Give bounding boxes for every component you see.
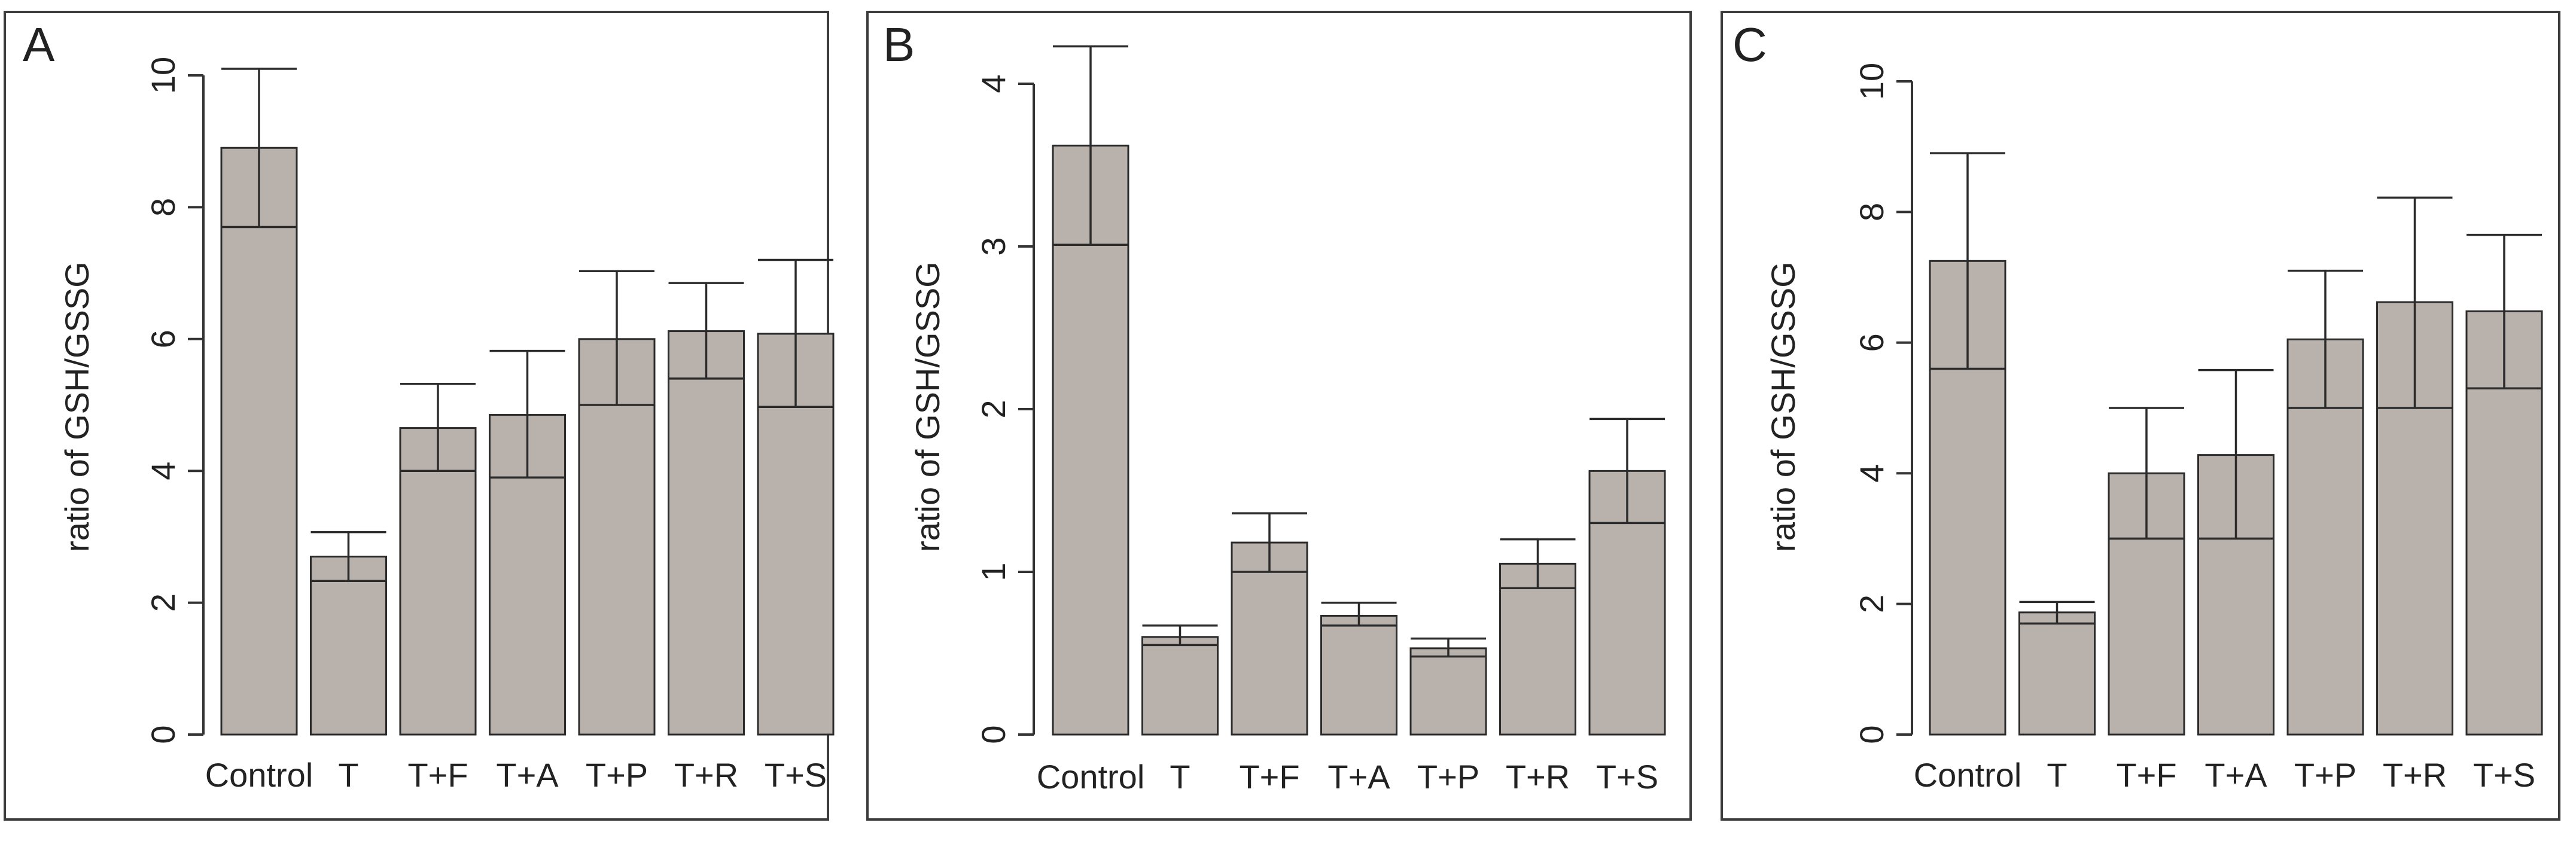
panel-b-bar <box>1231 541 1308 736</box>
panel-c-category-label: T+P <box>2294 756 2356 794</box>
panel-c-y-tick-label: 4 <box>1853 464 1890 483</box>
panel-a-y-tick-label: 0 <box>144 725 182 744</box>
panel-a: A ratio of GSH/GSSG 0 2 4 6 8 10 Control T T+F T+… <box>4 11 835 821</box>
panel-b: B ratio of GSH/GSSG 0 1 2 3 4 Control T T+F T+A T… <box>866 11 1692 821</box>
panel-a-y-tick-label: 4 <box>144 462 182 480</box>
panel-b-letter: B <box>883 18 915 71</box>
panel-c-plot-area: 0 2 4 6 8 10 Control T T+F T+A T+P T+R T+S <box>1853 63 2543 794</box>
panel-a-letter: A <box>23 18 55 71</box>
panel-a-category-label: Control <box>205 756 313 794</box>
panel-b-category-label: T+P <box>1417 758 1479 796</box>
panel-c-y-tick-label: 10 <box>1853 63 1890 100</box>
panel-c-y-axis-label: ratio of GSH/GSSG <box>1764 261 1802 552</box>
panel-b-plot-area: 0 1 2 3 4 Control T T+F T+A T+P T+R T+S <box>975 45 1666 796</box>
panel-a-bar <box>399 427 477 736</box>
panel-c-category-label: T+A <box>2204 756 2267 794</box>
panel-b-category-label: T+R <box>1506 758 1570 796</box>
panel-a-category-label: T+R <box>674 756 738 794</box>
panel-b-category-label: T+A <box>1327 758 1390 796</box>
panel-a-category-label: T+A <box>496 756 559 794</box>
panel-c: C ratio of GSH/GSSG 0 2 4 6 8 10 Control T T+F T+… <box>1721 11 2560 821</box>
panel-a-plot-area: 0 2 4 6 8 10 Control T T+F T+A T+P T+R T+S <box>144 57 835 794</box>
panel-c-category-label: Control <box>1914 756 2022 794</box>
panel-b-y-tick-label: 3 <box>975 237 1012 255</box>
panel-a-bar <box>220 147 298 736</box>
panel-b-category-label: T <box>1170 758 1190 796</box>
panel-b-bar <box>1141 636 1219 736</box>
panel-b-bar <box>1320 614 1397 736</box>
panel-c-y-tick-label: 2 <box>1853 595 1890 613</box>
panel-a-y-axis-label: ratio of GSH/GSSG <box>58 261 96 552</box>
panel-b-y-tick-label: 0 <box>975 725 1012 744</box>
panel-a-bar <box>668 330 745 736</box>
panel-a-y-tick-label: 10 <box>144 57 182 94</box>
panel-b-y-tick-label: 2 <box>975 400 1012 418</box>
panel-a-category-label: T <box>338 756 358 794</box>
panel-c-y-tick-label: 6 <box>1853 333 1890 352</box>
panel-c-category-label: T+S <box>2473 756 2535 794</box>
panel-b-y-tick-label: 1 <box>975 562 1012 581</box>
panel-a-y-tick-label: 8 <box>144 198 182 217</box>
panel-b-bar <box>1499 562 1576 736</box>
panel-b-category-label: T+S <box>1596 758 1658 796</box>
panel-a-bar <box>310 555 387 736</box>
panel-c-category-label: T <box>2047 756 2067 794</box>
panel-b-category-label: Control <box>1037 758 1145 796</box>
panel-a-category-label: T+P <box>586 756 648 794</box>
panel-c-category-label: T+R <box>2383 756 2447 794</box>
panel-b-category-label: T+F <box>1239 758 1299 796</box>
panel-b-y-tick-label: 4 <box>975 74 1012 93</box>
panel-b-bar <box>1409 647 1487 736</box>
panel-c-y-tick-label: 8 <box>1853 203 1890 221</box>
panel-b-y-axis-label: ratio of GSH/GSSG <box>909 261 946 552</box>
panel-c-category-label: T+F <box>2116 756 2176 794</box>
panel-c-letter: C <box>1732 18 1767 71</box>
panel-a-y-tick-label: 6 <box>144 330 182 348</box>
panel-c-bar <box>2018 611 2096 736</box>
panel-a-category-label: T+F <box>407 756 468 794</box>
panel-a-y-tick-label: 2 <box>144 593 182 612</box>
panel-c-y-tick-label: 0 <box>1853 725 1890 744</box>
panel-a-category-label: T+S <box>765 756 827 794</box>
